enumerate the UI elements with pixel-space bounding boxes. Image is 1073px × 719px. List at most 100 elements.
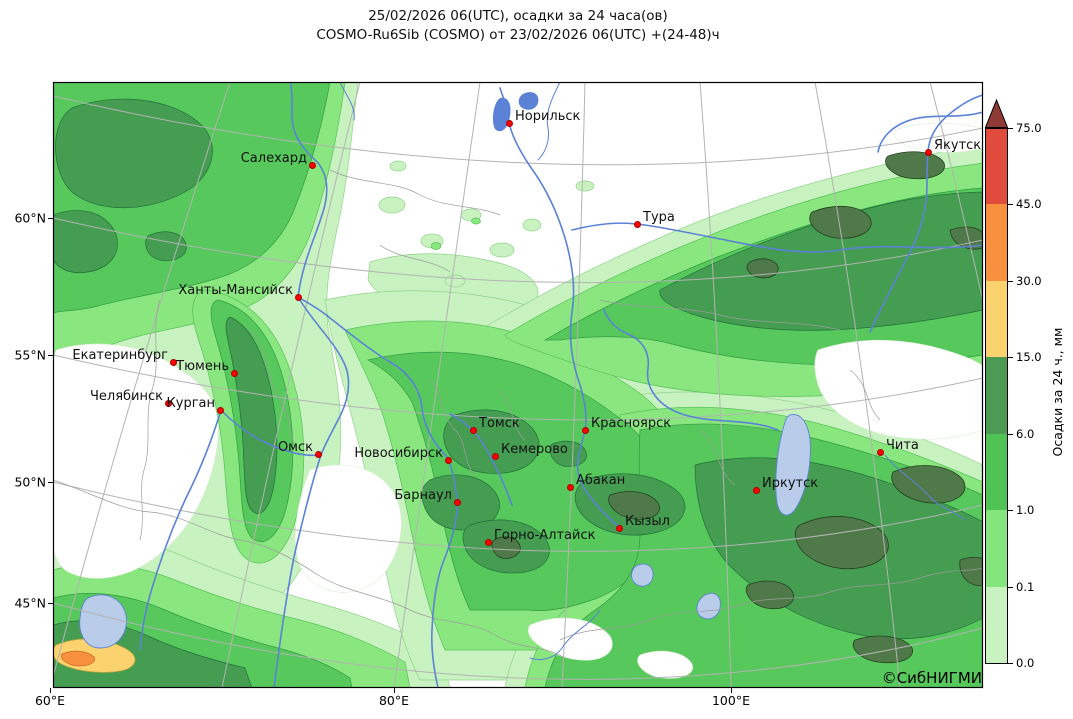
title-line2: COSMO-Ru6Sib (COSMO) от 23/02/2026 06(UT…	[316, 27, 720, 43]
city-label: Норильск	[515, 109, 581, 124]
lon-tick-label: 60°E	[34, 693, 66, 708]
colorbar-tick-label: 0.1	[1016, 580, 1035, 594]
borders-layer	[53, 169, 983, 659]
lon-tick-label: 80°E	[378, 693, 410, 708]
city-dot	[469, 426, 477, 434]
lat-tick-label: 45°N	[14, 595, 46, 611]
city-dot	[308, 161, 316, 169]
city-dot	[505, 119, 513, 127]
colorbar-segment	[985, 281, 1008, 357]
colorbar-over-arrow	[985, 99, 1008, 128]
colorbar-segment	[985, 510, 1008, 587]
colorbar-tick-mark	[1008, 204, 1013, 205]
precip-heaviest-blobs	[491, 151, 983, 664]
city-label: Томск	[479, 416, 520, 431]
city-label: Кызыл	[625, 514, 670, 529]
colorbar-outline	[985, 128, 1008, 664]
lat-tick-label: 50°N	[14, 474, 46, 490]
lake-baikal	[775, 414, 811, 516]
lat-tick-mark	[48, 482, 53, 483]
city-dot	[444, 456, 452, 464]
city-dot	[164, 399, 172, 407]
city-label: Курган	[166, 396, 215, 411]
city-dot	[216, 406, 224, 414]
city-dot	[169, 358, 177, 366]
city-dot	[491, 452, 499, 460]
city-label: Салехард	[240, 151, 307, 166]
colorbar-tick-label: 15.0	[1016, 350, 1042, 364]
city-label: Абакан	[576, 473, 626, 488]
colorbar-segment	[985, 587, 1008, 663]
colorbar-tick-label: 0.0	[1016, 656, 1035, 670]
city-label: Новосибирск	[354, 446, 443, 461]
river-tom	[449, 413, 513, 506]
colorbar-segment	[985, 128, 1008, 204]
city-label: Красноярск	[591, 416, 672, 431]
city-dot	[876, 448, 884, 456]
city-label: Горно-Алтайск	[494, 528, 596, 543]
river-lena	[869, 94, 983, 333]
city-label: Екатеринбург	[72, 348, 168, 363]
river-vilyuy	[877, 111, 983, 153]
colorbar-tick-mark	[1008, 434, 1013, 435]
city-dot	[230, 369, 238, 377]
colorbar-axis-label: Осадки за 24 ч., мм	[1050, 327, 1065, 457]
rivers-layer	[139, 82, 983, 688]
city-label: Чита	[886, 438, 919, 453]
colorbar-tick-label: 1.0	[1016, 503, 1035, 517]
lat-tick-label: 60°N	[14, 210, 46, 226]
colorbar-tick-label: 30.0	[1016, 274, 1042, 288]
colorbar-tick-mark	[1008, 281, 1013, 282]
colorbar-tick-mark	[1008, 587, 1013, 588]
lon-tick-mark	[731, 688, 732, 693]
lat-tick-label: 55°N	[14, 347, 46, 363]
colorbar-segment	[985, 204, 1008, 281]
city-dot	[752, 486, 760, 494]
river-irtysh	[273, 296, 350, 688]
river-ob-south	[431, 457, 458, 688]
river-tobol-upper	[139, 409, 222, 651]
city-label: Иркутск	[762, 476, 819, 491]
colorbar-tick-mark	[1008, 510, 1013, 511]
colorbar-tick-label: 75.0	[1016, 121, 1042, 135]
copyright-label: ©СибНИГМИ	[881, 669, 982, 687]
city-dot	[924, 148, 932, 156]
lat-tick-mark	[48, 355, 53, 356]
colorbar-tick-mark	[1008, 663, 1013, 664]
river-tunguska	[571, 222, 983, 253]
city-dot	[294, 293, 302, 301]
colorbar-tick-mark	[1008, 357, 1013, 358]
page-title: 25/02/2026 06(UTC), осадки за 24 часа(ов…	[53, 7, 983, 45]
lat-tick-mark	[48, 218, 53, 219]
river-tobol	[220, 409, 322, 457]
river-yenisei	[499, 87, 619, 527]
city-dot	[581, 426, 589, 434]
colorbar-tick-label: 6.0	[1016, 427, 1035, 441]
colorbar-tick-label: 45.0	[1016, 197, 1042, 211]
colorbar-segment	[985, 357, 1008, 434]
city-label: Омск	[277, 440, 313, 455]
graticule-layer	[53, 82, 983, 688]
city-dot	[453, 498, 461, 506]
title-line1: 25/02/2026 06(UTC), осадки за 24 часа(ов…	[368, 8, 668, 24]
city-label: Челябинск	[89, 389, 163, 404]
colorbar-segment	[985, 434, 1008, 510]
city-dot	[615, 524, 623, 532]
city-dot	[314, 450, 322, 458]
river-ob-upper	[297, 162, 328, 298]
city-dot	[633, 220, 641, 228]
colorbar-tick-mark	[1008, 128, 1013, 129]
city-dot	[566, 483, 574, 491]
city-label: Якутск	[934, 138, 982, 153]
map-frame	[52, 81, 984, 689]
river-ob-estuary	[289, 82, 319, 164]
city-label: Кемерово	[501, 442, 568, 457]
lon-tick-label: 100°E	[711, 693, 750, 708]
lat-tick-mark	[48, 603, 53, 604]
city-label: Тура	[643, 210, 675, 225]
lon-tick-mark	[394, 688, 395, 693]
river-angara	[603, 309, 779, 431]
city-label: Барнаул	[394, 488, 452, 503]
